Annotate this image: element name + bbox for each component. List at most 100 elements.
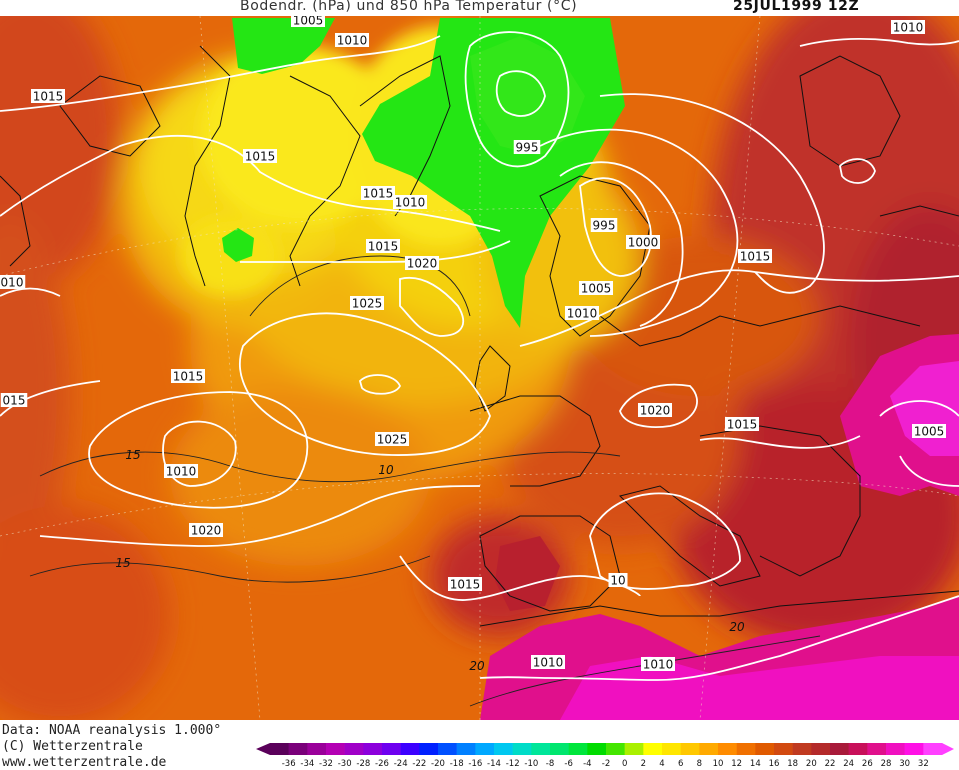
- isobar-label-box: [366, 239, 400, 253]
- isobar-label-text: 010: [1, 276, 24, 290]
- title-bar: Bodendr. (hPa) und 850 hPa Temperatur (°…: [0, 0, 959, 16]
- temperature-contours: [29, 255, 821, 707]
- legend-tick-label: -2: [602, 759, 610, 769]
- legend-tick-label: 12: [731, 759, 742, 769]
- isobar-label: 1005: [912, 424, 946, 439]
- temperature-label: 20: [729, 620, 745, 634]
- isobar-label-text: 1005: [914, 425, 945, 439]
- isobar-label-box: [641, 657, 675, 671]
- legend-tick-label: -22: [412, 759, 426, 769]
- isobar-label-box: [361, 186, 395, 200]
- legend-color-box: [494, 743, 513, 755]
- isobar-label-text: 995: [516, 141, 539, 155]
- isobar-label-box: [565, 306, 599, 320]
- copyright-text: (C) Wetterzentrale: [2, 739, 143, 754]
- isobar-label: 1015: [243, 149, 277, 164]
- legend-color-box: [848, 743, 868, 755]
- legend-tick-label: 28: [881, 759, 892, 769]
- isobar-label-box: [375, 432, 409, 446]
- isobar-label: 1010: [393, 195, 427, 210]
- legend-arrow-left: [256, 743, 270, 755]
- legend-color-box: [904, 743, 924, 755]
- isobar-label-text: 1010: [533, 656, 564, 670]
- temperature-label: 20: [469, 659, 485, 673]
- legend-tick-label: -18: [450, 759, 464, 769]
- isobar-label-box: [31, 89, 65, 103]
- legend-color-box: [736, 743, 756, 755]
- legend-tick-label: -26: [375, 759, 389, 769]
- isobar-label-box: [579, 281, 613, 295]
- isobar-label-text: 1010: [166, 465, 197, 479]
- legend-boxes: [256, 743, 954, 755]
- map-title: Bodendr. (hPa) und 850 hPa Temperatur (°…: [240, 0, 578, 14]
- temperature-label: 15: [115, 556, 130, 570]
- legend-tick-label: -12: [506, 759, 520, 769]
- legend-color-box: [550, 743, 569, 755]
- isobar-label: 1015: [366, 239, 400, 254]
- legend-tick-label: 8: [697, 759, 702, 769]
- isobar-label: 1000: [626, 235, 660, 250]
- legend-color-box: [923, 743, 943, 755]
- isobar-label-box: [738, 249, 772, 263]
- legend-color-box: [718, 743, 737, 755]
- isobar-label-text: 1020: [191, 524, 222, 538]
- legend-color-box: [400, 743, 420, 755]
- legend-color-box: [680, 743, 700, 755]
- legend-tick-label: 32: [918, 759, 929, 769]
- isobar-label-box: [638, 403, 672, 417]
- legend-tick-label: 24: [843, 759, 854, 769]
- legend-arrow-right: [942, 743, 954, 755]
- isobar-label: 1025: [375, 432, 409, 447]
- legend-tick-label: -34: [300, 759, 314, 769]
- isobar-label-text: 1005: [581, 282, 612, 296]
- isobar-label-box: [243, 149, 277, 163]
- isobar-label-text: 1020: [640, 404, 671, 418]
- isobar-label-text: 1020: [407, 257, 438, 271]
- isobar-label-text: 1015: [727, 418, 758, 432]
- legend-tick-label: -6: [564, 759, 572, 769]
- legend-color-box: [475, 743, 495, 755]
- isobar-label: 1025: [350, 296, 384, 311]
- legend-color-box: [811, 743, 831, 755]
- isobar-label-text: 995: [593, 219, 616, 233]
- legend-color-box: [512, 743, 532, 755]
- isobar-label-box: [0, 393, 28, 407]
- isobar-label-text: 1000: [628, 236, 659, 250]
- isobar-label-box: [335, 33, 369, 47]
- legend-color-box: [438, 743, 457, 755]
- isobar-label: 1005: [579, 281, 613, 296]
- isobar-label: 1010: [164, 464, 198, 479]
- legend-color-box: [456, 743, 476, 755]
- legend-color-box: [774, 743, 793, 755]
- isobar-label-box: [513, 140, 541, 154]
- website-text: www.wetterzentrale.de: [2, 755, 167, 770]
- isobar-label: 10: [608, 573, 628, 588]
- isobar-label-text: 1010: [893, 21, 924, 35]
- legend-color-box: [886, 743, 905, 755]
- isobar-label-box: [626, 235, 660, 249]
- isobar-labels: 1005101010101015101510151010101510209959…: [0, 16, 946, 672]
- legend-color-box: [699, 743, 719, 755]
- legend-tick-label: -28: [356, 759, 370, 769]
- isobar-label-text: 1015: [173, 370, 204, 384]
- isobar-label: 1005: [291, 16, 325, 28]
- isobar-label: 1010: [335, 33, 369, 48]
- legend-tick-label: 30: [899, 759, 910, 769]
- isobar-label-text: 1015: [368, 240, 399, 254]
- legend-tick-label: -8: [546, 759, 554, 769]
- isobar-label: 1015: [738, 249, 772, 264]
- legend-tick-label: -24: [394, 759, 408, 769]
- legend-color-box: [587, 743, 607, 755]
- legend-tick-label: 26: [862, 759, 873, 769]
- data-source-text: Data: NOAA reanalysis 1.000°: [2, 723, 222, 738]
- temperature-label: 10: [378, 463, 394, 477]
- isobar-label-text: 1005: [293, 16, 324, 28]
- isobar-label-text: 1010: [567, 307, 598, 321]
- legend-color-box: [606, 743, 625, 755]
- legend-tick-label: 4: [659, 759, 664, 769]
- legend-tick-label: 14: [750, 759, 761, 769]
- legend-tick-label: -4: [583, 759, 591, 769]
- legend-color-box: [643, 743, 663, 755]
- isobar-label-box: [590, 218, 618, 232]
